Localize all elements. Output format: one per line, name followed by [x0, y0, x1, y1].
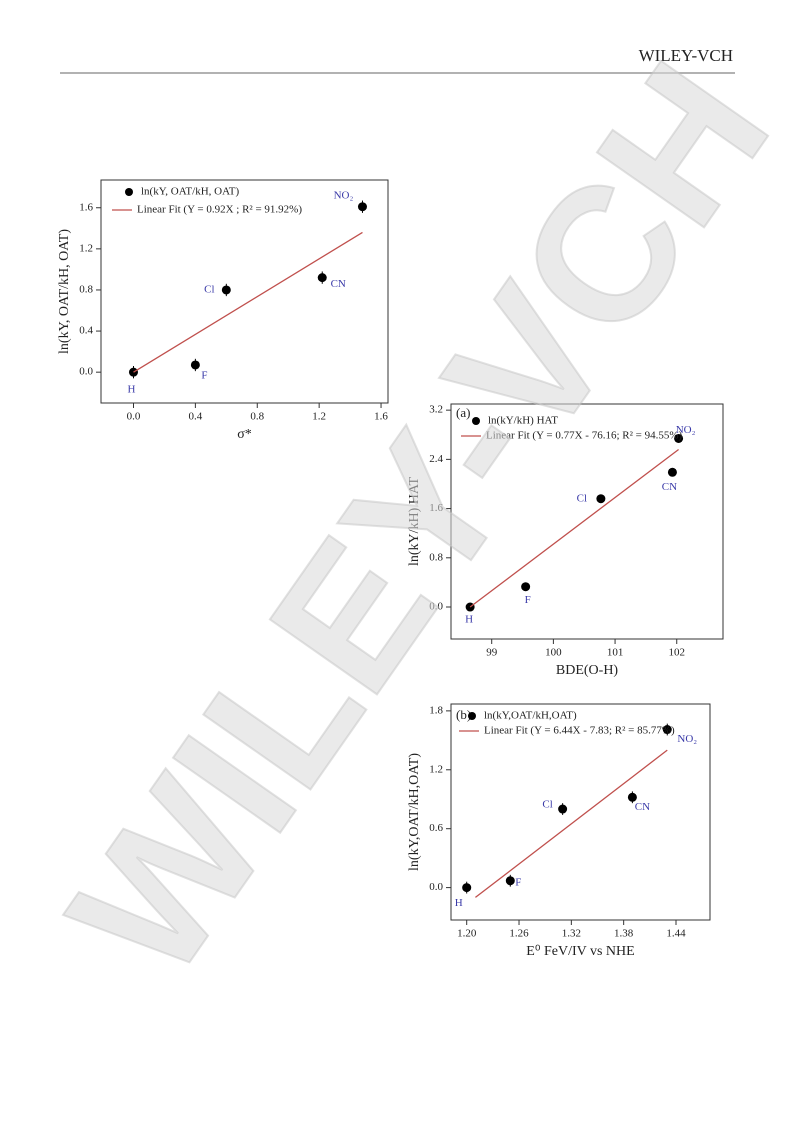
data-point [190, 360, 200, 370]
legend-marker [468, 712, 476, 720]
point-label: Cl [204, 283, 214, 295]
legend-label: ln(kY/kH) HAT [488, 415, 558, 427]
x-tick-label: 1.20 [457, 928, 477, 940]
fit-line [469, 449, 679, 608]
x-tick-label: 101 [607, 647, 624, 659]
point-label: H [128, 384, 136, 396]
y-tick-label: 0.0 [429, 881, 443, 893]
x-tick-label: 1.32 [562, 928, 581, 940]
x-tick-label: 0.8 [250, 411, 264, 423]
legend-label: Linear Fit (Y = 0.77X - 76.16; R² = 94.5… [486, 430, 683, 442]
legend-marker [125, 188, 133, 196]
point-label: CN [662, 481, 677, 493]
fit-line [475, 749, 668, 898]
y-tick-label: 3.2 [429, 404, 443, 416]
y-tick-label: 2.4 [429, 453, 443, 465]
data-point [667, 467, 677, 477]
point-label: H [455, 897, 463, 909]
x-tick-label: 0.0 [127, 411, 141, 423]
x-axis-label: E⁰ FeV/IV vs NHE [526, 944, 634, 959]
data-point [521, 582, 531, 592]
legend-label: Linear Fit (Y = 6.44X - 7.83; R² = 85.77… [484, 725, 675, 737]
y-tick-label: 0.8 [429, 551, 443, 563]
y-tick-label: 0.8 [79, 283, 93, 295]
point-label: NO₂ [677, 733, 697, 745]
y-tick-label: 1.6 [429, 502, 443, 514]
data-point [627, 792, 637, 802]
point-label: Cl [542, 799, 552, 811]
y-axis-label: ln(kY, OAT/kH, OAT) [57, 229, 72, 354]
x-tick-label: 1.38 [614, 928, 634, 940]
point-label: F [201, 370, 207, 382]
legend-label: ln(kY,OAT/kH,OAT) [484, 710, 577, 722]
legend-label: ln(kY, OAT/kH, OAT) [141, 186, 240, 198]
x-axis-label: BDE(O-H) [556, 663, 619, 678]
legend-label: Linear Fit (Y = 0.92X ; R² = 91.92%) [137, 204, 302, 216]
x-tick-label: 1.26 [509, 928, 529, 940]
data-point [662, 725, 672, 735]
point-label: CN [635, 801, 650, 813]
y-axis-label: ln(kY,OAT/kH,OAT) [407, 753, 422, 871]
y-tick-label: 0.0 [429, 601, 443, 613]
y-tick-label: 1.2 [429, 763, 443, 775]
plot-frame [450, 403, 724, 640]
point-label: F [525, 594, 531, 606]
y-tick-label: 1.8 [429, 704, 443, 716]
data-point [221, 285, 231, 295]
panel-label: (a) [456, 405, 470, 420]
x-axis-label: σ* [237, 427, 252, 442]
data-point [558, 804, 568, 814]
point-label: H [465, 614, 473, 626]
data-point [317, 273, 327, 283]
y-tick-label: 0.0 [79, 366, 93, 378]
point-label: NO₂ [676, 424, 696, 436]
x-tick-label: 1.2 [312, 411, 326, 423]
point-label: F [515, 876, 521, 888]
y-axis-label: ln(kY/kH) HAT [407, 477, 422, 566]
legend-marker [472, 417, 480, 425]
x-tick-label: 0.4 [189, 411, 203, 423]
plot-frame [100, 179, 389, 404]
x-tick-label: 1.6 [374, 411, 388, 423]
data-point [596, 494, 606, 504]
x-tick-label: 102 [668, 647, 685, 659]
fit-line [133, 231, 363, 373]
x-tick-label: 1.44 [666, 928, 686, 940]
x-tick-label: 100 [545, 647, 562, 659]
y-tick-label: 1.2 [79, 242, 93, 254]
data-point [357, 202, 367, 212]
publisher: WILEY-VCH [639, 46, 733, 65]
y-tick-label: 0.6 [429, 822, 443, 834]
data-point [462, 883, 472, 893]
y-tick-label: 0.4 [79, 325, 93, 337]
x-tick-label: 99 [486, 647, 498, 659]
data-point [674, 433, 684, 443]
plot-frame [450, 703, 711, 921]
point-label: NO₂ [334, 189, 354, 201]
y-tick-label: 1.6 [79, 201, 93, 213]
point-label: Cl [577, 492, 587, 504]
panel-label: (b) [456, 707, 471, 722]
point-label: CN [331, 278, 346, 290]
data-point [505, 876, 515, 886]
